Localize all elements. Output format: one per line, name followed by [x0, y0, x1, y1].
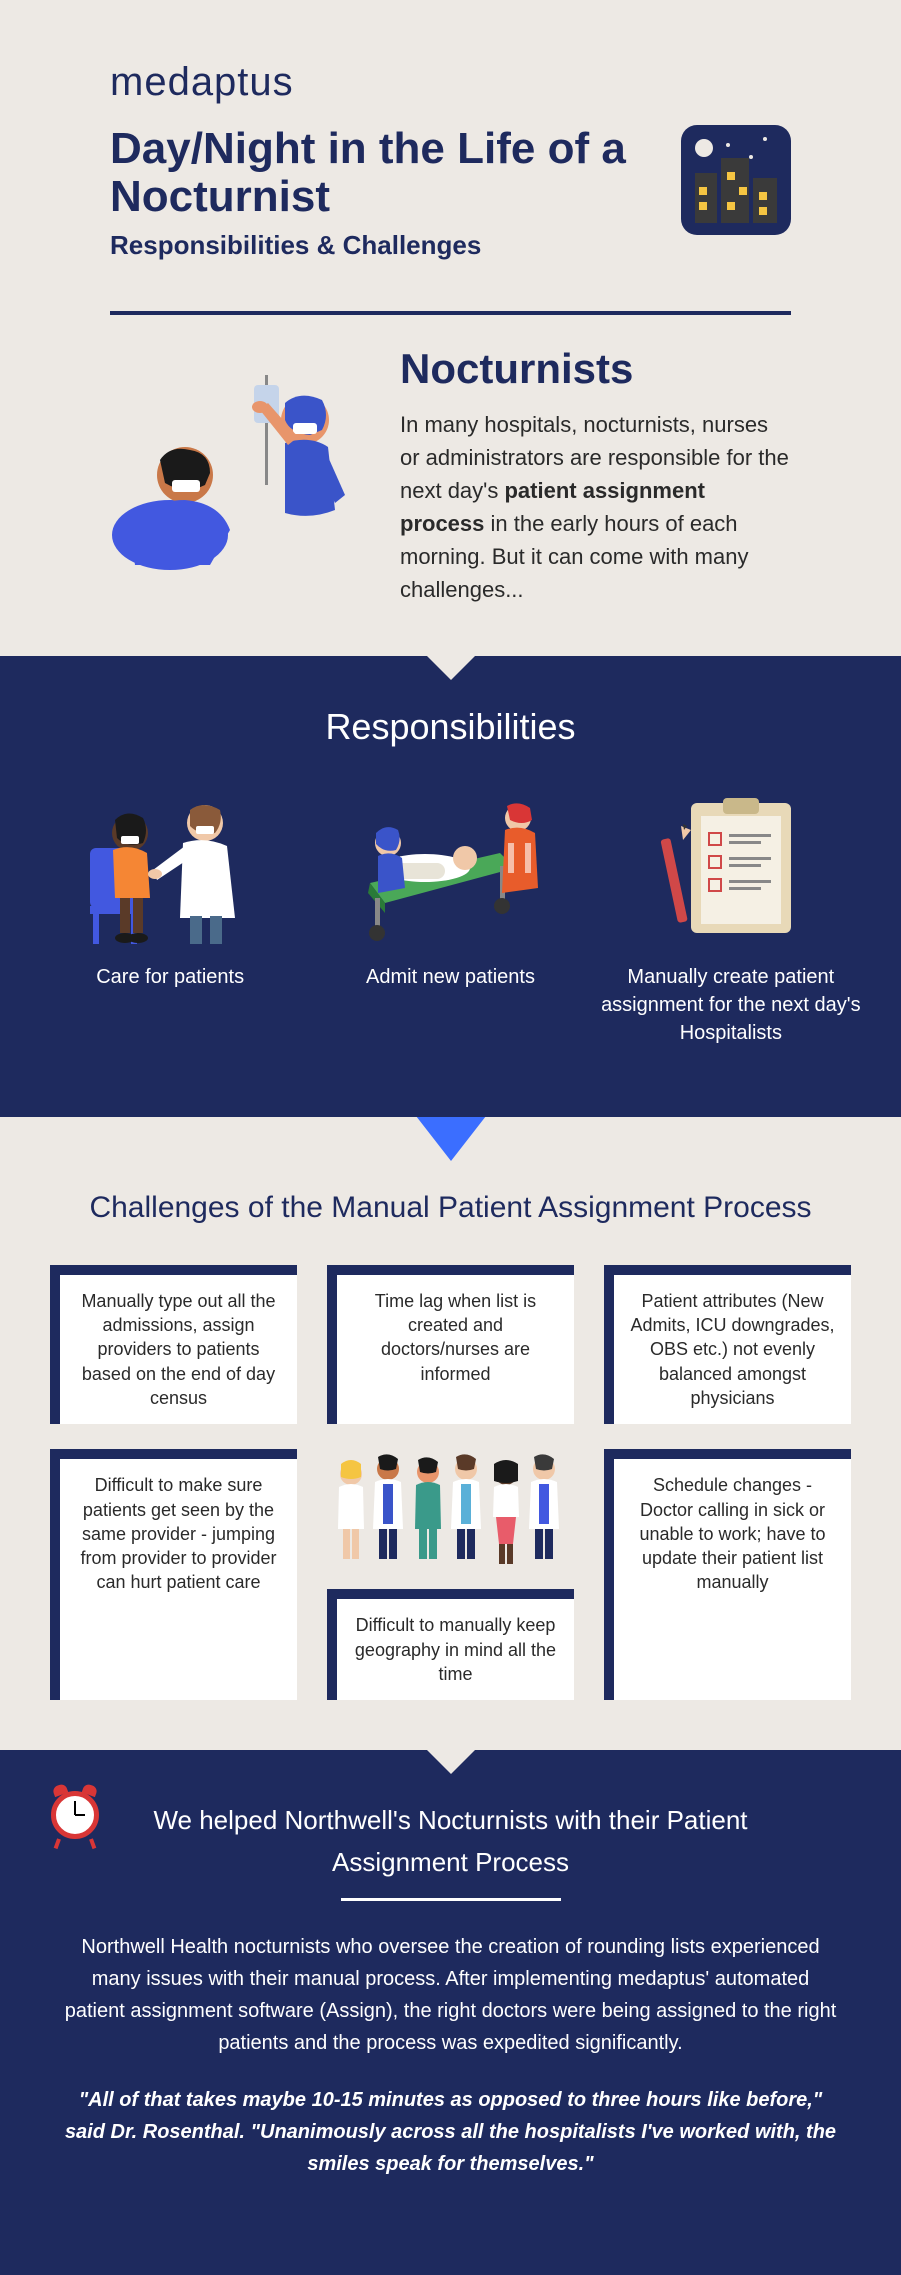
header: medaptus Day/Night in the Life of a Noct…: [0, 0, 901, 291]
brand-logo: medaptus: [110, 60, 791, 105]
footer-section: We helped Northwell's Nocturnists with t…: [0, 1750, 901, 2275]
admit-patients-icon: [320, 788, 580, 948]
alarm-clock-icon: [45, 1785, 105, 1845]
intro-paragraph: In many hospitals, nocturnists, nurses o…: [400, 408, 791, 606]
challenge-box: Time lag when list is created and doctor…: [327, 1265, 574, 1424]
responsibility-label: Manually create patient assignment for t…: [601, 963, 861, 1047]
responsibility-item: Manually create patient assignment for t…: [601, 788, 861, 1047]
responsibility-label: Admit new patients: [320, 963, 580, 991]
challenges-section: Challenges of the Manual Patient Assignm…: [0, 1191, 901, 1750]
responsibility-label: Care for patients: [40, 963, 300, 991]
intro-section: Nocturnists In many hospitals, nocturnis…: [0, 345, 901, 656]
challenge-box: Difficult to manually keep geography in …: [327, 1589, 574, 1700]
challenge-box: Manually type out all the admissions, as…: [50, 1265, 297, 1424]
clipboard-icon: [601, 788, 861, 948]
medical-team-illustration: Difficult to manually keep geography in …: [327, 1449, 574, 1700]
title-row: Day/Night in the Life of a Nocturnist Re…: [110, 125, 791, 261]
header-divider: [110, 311, 791, 315]
footer-paragraph: Northwell Health nocturnists who oversee…: [60, 1931, 841, 2059]
footer-divider: [341, 1898, 561, 1901]
challenge-box: Patient attributes (New Admits, ICU down…: [604, 1265, 851, 1424]
challenge-box: Schedule changes - Doctor calling in sic…: [604, 1449, 851, 1700]
challenge-box: Difficult to make sure patients get seen…: [50, 1449, 297, 1700]
responsibilities-section: Responsibilities: [0, 656, 901, 1117]
nurse-patient-illustration: [110, 365, 370, 585]
arrow-down-icon: [416, 1116, 486, 1161]
footer-heading: We helped Northwell's Nocturnists with t…: [151, 1800, 751, 1883]
responsibility-item: Care for patients: [40, 788, 300, 1047]
responsibility-item: Admit new patients: [320, 788, 580, 1047]
page-subtitle: Responsibilities & Challenges: [110, 230, 661, 261]
care-patients-icon: [40, 788, 300, 948]
footer-quote: "All of that takes maybe 10-15 minutes a…: [60, 2084, 841, 2180]
intro-heading: Nocturnists: [400, 345, 791, 393]
night-city-icon: [681, 125, 791, 235]
page-title: Day/Night in the Life of a Nocturnist: [110, 125, 661, 222]
responsibilities-heading: Responsibilities: [40, 706, 861, 748]
challenges-heading: Challenges of the Manual Patient Assignm…: [50, 1191, 851, 1225]
